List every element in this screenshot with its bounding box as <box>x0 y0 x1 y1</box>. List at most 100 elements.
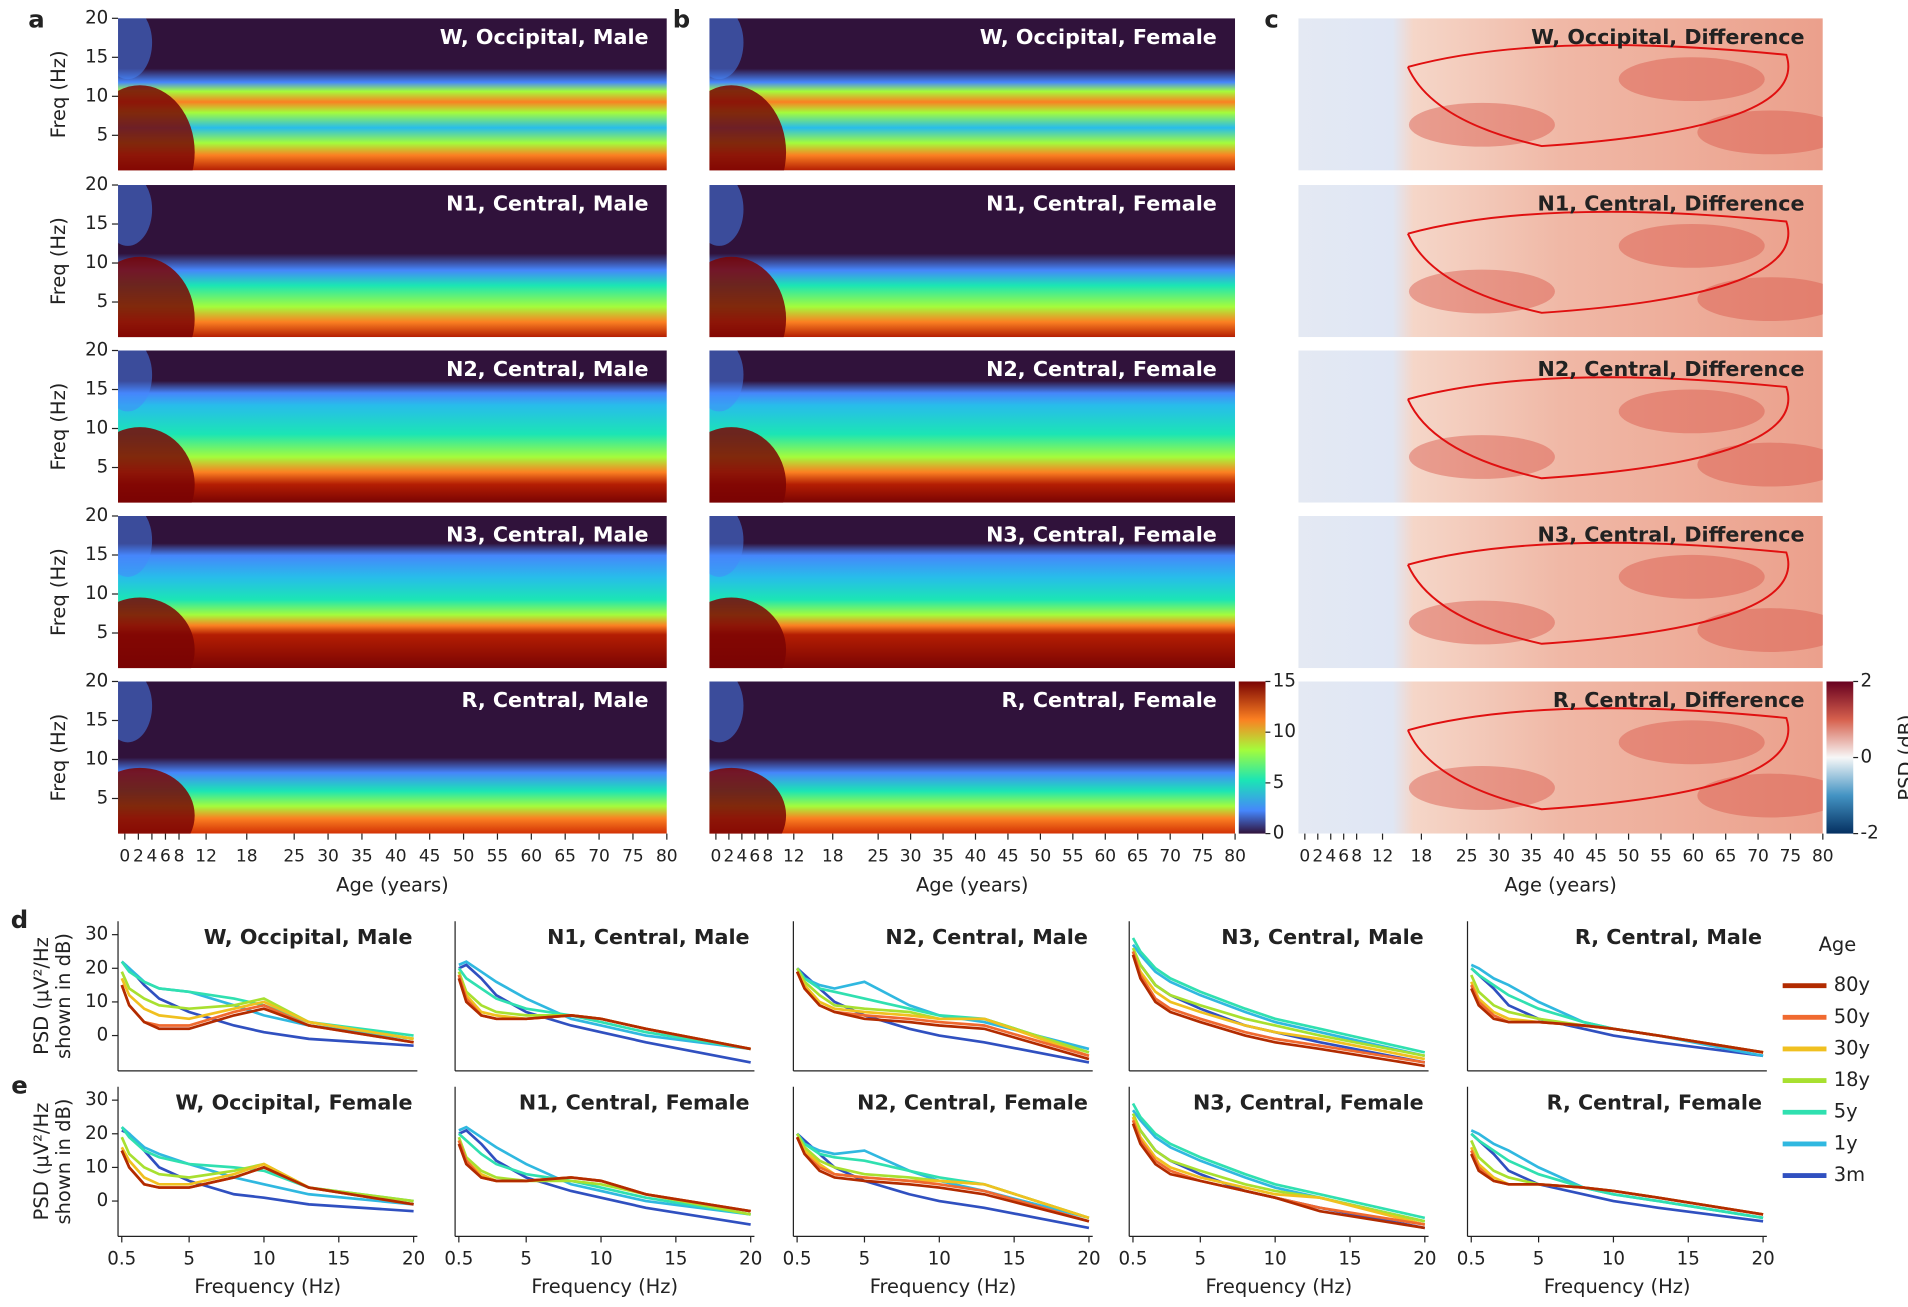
x-tick-label: 60 <box>520 847 542 867</box>
heatmap <box>1298 18 1823 171</box>
chart-title: N3, Central, Female <box>1193 1091 1424 1115</box>
y-tick-label: 20 <box>85 957 108 978</box>
x-tick-label: 10 <box>928 1248 951 1269</box>
heatmap-image <box>709 18 1236 171</box>
series-line <box>1470 974 1764 1054</box>
x-tick-label: 25 <box>283 847 305 867</box>
colorbar-tick-label: 0 <box>1861 747 1873 768</box>
y-tick-label: 15 <box>85 379 108 400</box>
heatmap <box>118 515 667 669</box>
x-tick-label: 0.5 <box>1118 1248 1147 1269</box>
x-tick-label: 30 <box>900 847 922 867</box>
y-axis-label: shown in dB) <box>52 1099 75 1225</box>
x-tick-label: 80 <box>656 847 678 867</box>
contour <box>1406 210 1790 314</box>
heatmap-blob <box>1618 720 1765 765</box>
heatmap <box>709 350 1236 503</box>
heatmap <box>709 18 1236 171</box>
heatmap-image <box>118 681 667 834</box>
x-tick-label: 20 <box>1413 1248 1436 1269</box>
x-tick-label: 5 <box>1195 1248 1207 1269</box>
x-tick-label: 10 <box>1264 1248 1287 1269</box>
heatmap-image <box>118 18 667 171</box>
heatmap-blob <box>1697 773 1823 818</box>
heatmap-image <box>118 185 667 338</box>
y-tick-label: 20 <box>85 174 108 195</box>
x-tick-label: 10 <box>252 1248 275 1269</box>
x-tick-label: 8 <box>174 847 185 867</box>
x-tick-label: 2 <box>1312 847 1323 867</box>
heatmap-title: R, Central, Male <box>462 688 649 712</box>
heatmap-blob <box>1408 435 1555 479</box>
heatmap-blob <box>1408 102 1555 147</box>
series-line <box>795 971 1090 1061</box>
series-line <box>795 1136 1090 1223</box>
heatmap <box>709 681 1236 834</box>
chart-title: W, Occipital, Male <box>204 925 413 949</box>
x-tick-label: 70 <box>1159 847 1181 867</box>
x-tick-label: 2 <box>723 847 734 867</box>
series-line <box>1131 954 1426 1068</box>
series-line <box>120 1126 414 1203</box>
y-tick-label: 10 <box>85 583 108 604</box>
x-tick-label: 60 <box>1094 847 1116 867</box>
x-tick-label: 0.5 <box>107 1248 136 1269</box>
x-tick-label: 50 <box>1618 847 1640 867</box>
y-tick-label: 15 <box>85 709 108 730</box>
series-line <box>1131 1102 1426 1220</box>
x-tick-label: 20 <box>1077 1248 1100 1269</box>
x-tick-label: 60 <box>1682 847 1704 867</box>
heatmap-blob <box>118 350 153 412</box>
x-axis-label: Age (years) <box>1504 873 1617 896</box>
x-tick-label: 65 <box>554 847 576 867</box>
heatmap-blob <box>118 597 195 669</box>
y-tick-label: 15 <box>85 213 108 234</box>
colorbar-tick-label: 5 <box>1273 772 1285 793</box>
heatmap-blob <box>1408 600 1555 645</box>
panel-label: e <box>11 1071 28 1100</box>
y-axis-label: Freq (Hz) <box>47 50 70 138</box>
series-line <box>1470 1132 1764 1220</box>
x-tick-label: 35 <box>351 847 373 867</box>
legend-label: 3m <box>1834 1163 1865 1186</box>
contour <box>1406 707 1790 811</box>
series-line <box>457 967 751 1051</box>
legend-label: 5y <box>1834 1100 1858 1123</box>
x-axis-label: Frequency (Hz) <box>194 1275 341 1298</box>
y-axis-label: Freq (Hz) <box>47 217 70 305</box>
x-tick-label: 15 <box>1003 1248 1026 1269</box>
x-tick-label: 75 <box>1780 847 1802 867</box>
series-line <box>120 1150 414 1206</box>
x-tick-label: 10 <box>1602 1248 1625 1269</box>
series-line <box>1131 951 1426 1061</box>
y-tick-label: 10 <box>85 252 108 273</box>
series-line <box>1470 987 1764 1054</box>
y-tick-label: 20 <box>85 7 108 28</box>
x-tick-label: 4 <box>1325 847 1336 867</box>
heatmap-blob <box>1408 766 1555 810</box>
y-axis-label: shown in dB) <box>52 933 75 1059</box>
colorbar-label: PSD (dB) <box>1894 714 1908 800</box>
x-tick-label: 8 <box>1351 847 1362 867</box>
heatmap-blob <box>709 427 787 503</box>
series-line <box>1131 1116 1426 1226</box>
heatmap-blob <box>118 256 195 338</box>
x-tick-label: 15 <box>327 1248 350 1269</box>
series-line <box>457 1143 751 1213</box>
chart-title: W, Occipital, Female <box>175 1091 412 1115</box>
legend-label: 50y <box>1834 1005 1870 1028</box>
x-tick-label: 40 <box>1553 847 1575 867</box>
x-axis-label: Frequency (Hz) <box>870 1275 1017 1298</box>
y-tick-label: 20 <box>85 505 108 526</box>
heatmap-blob <box>118 515 153 577</box>
heatmap-blob <box>1408 269 1555 314</box>
series-line <box>1131 1109 1426 1223</box>
heatmap-blob <box>1697 110 1823 155</box>
heatmap-image <box>709 185 1236 338</box>
heatmap-title: R, Central, Difference <box>1553 688 1805 712</box>
panel-label: a <box>28 5 44 34</box>
x-tick-label: 6 <box>749 847 760 867</box>
heatmap-blob <box>1618 554 1765 599</box>
